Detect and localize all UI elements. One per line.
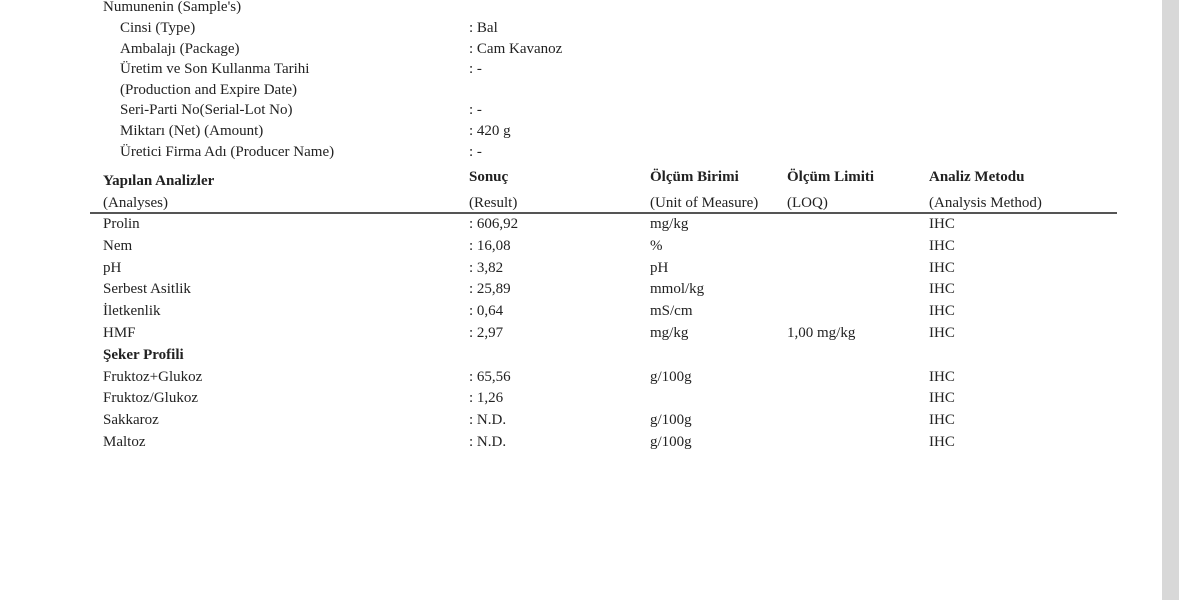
cell-method: IHC	[929, 281, 955, 298]
cell-unit: mmol/kg	[650, 281, 705, 298]
cell-result: : 1,26	[469, 390, 504, 407]
column-header-title: Ölçüm Limiti	[787, 169, 875, 185]
sample-field-label: Ambalajı (Package)	[120, 40, 240, 57]
scrollbar[interactable]	[1162, 0, 1179, 600]
cell-analysis: Sakkaroz	[103, 412, 159, 429]
sample-field-value: : -	[469, 102, 482, 119]
sample-field-value: : 420 g	[469, 123, 511, 139]
cell-unit: g/100g	[650, 434, 692, 450]
column-header-title: Yapılan Analizler	[103, 173, 215, 189]
sample-field-label: Cinsi (Type)	[120, 20, 196, 36]
cell-method: IHC	[929, 325, 955, 341]
cell-method: IHC	[929, 412, 955, 429]
sample-field-label: Seri-Parti No(Serial-Lot No)	[120, 102, 293, 119]
cell-analysis: Prolin	[103, 216, 140, 232]
cell-result: : N.D.	[469, 434, 507, 450]
cell-analysis: Serbest Asitlik	[103, 281, 191, 298]
column-header-subtitle: (LOQ)	[787, 195, 828, 211]
sample-field-value: : -	[469, 61, 482, 78]
section-heading: Şeker Profili	[103, 346, 184, 363]
cell-analysis: pH	[103, 259, 122, 276]
cell-analysis: Fruktoz+Glukoz	[103, 368, 203, 385]
cell-analysis: Maltoz	[103, 434, 146, 450]
cell-result: : 16,08	[469, 237, 511, 254]
column-header-subtitle: (Result)	[469, 195, 518, 211]
column-header-title: Analiz Metodu	[929, 169, 1025, 185]
sample-field-label: Üretim ve Son Kullanma Tarihi	[120, 61, 310, 78]
cell-result: : 2,97	[469, 325, 504, 341]
sample-field-value: : -	[469, 143, 482, 160]
cell-method: IHC	[929, 303, 955, 320]
cell-unit: g/100g	[650, 412, 692, 429]
cell-analysis: Nem	[103, 237, 133, 254]
cell-unit: mg/kg	[650, 325, 689, 341]
sample-field-label: Miktarı (Net) (Amount)	[120, 123, 264, 139]
cell-method: IHC	[929, 259, 955, 276]
cell-result: : 606,92	[469, 216, 519, 232]
cell-unit: g/100g	[650, 368, 692, 385]
cell-method: IHC	[929, 216, 955, 232]
cell-unit: %	[650, 237, 663, 254]
column-header-title: Sonuç	[469, 169, 509, 185]
cell-loq: 1,00 mg/kg	[787, 325, 856, 341]
cell-method: IHC	[929, 434, 955, 450]
sample-heading: Numunenin (Sample's)	[103, 0, 242, 15]
cell-method: IHC	[929, 390, 955, 407]
sample-field-value: : Cam Kavanoz	[469, 40, 563, 57]
cell-unit: mS/cm	[650, 303, 693, 320]
cell-unit: pH	[650, 259, 669, 276]
cell-result: : 65,56	[469, 368, 511, 385]
cell-analysis: İletkenlik	[103, 303, 161, 320]
column-header-subtitle: (Analyses)	[103, 195, 168, 211]
cell-result: : N.D.	[469, 412, 507, 429]
cell-method: IHC	[929, 237, 955, 254]
column-header-title: Ölçüm Birimi	[650, 169, 739, 185]
cell-method: IHC	[929, 368, 955, 385]
column-header-subtitle: (Unit of Measure)	[650, 195, 759, 211]
sample-field-label: (Production and Expire Date)	[120, 81, 298, 98]
cell-analysis: HMF	[103, 325, 136, 341]
sample-field-label: Üretici Firma Adı (Producer Name)	[120, 143, 335, 160]
cell-result: : 25,89	[469, 281, 511, 298]
cell-unit: mg/kg	[650, 216, 689, 232]
header-divider	[90, 212, 1117, 214]
cell-result: : 3,82	[469, 259, 504, 276]
cell-analysis: Fruktoz/Glukoz	[103, 390, 198, 407]
sample-field-value: : Bal	[469, 20, 498, 36]
cell-result: : 0,64	[469, 303, 504, 320]
column-header-subtitle: (Analysis Method)	[929, 195, 1042, 211]
